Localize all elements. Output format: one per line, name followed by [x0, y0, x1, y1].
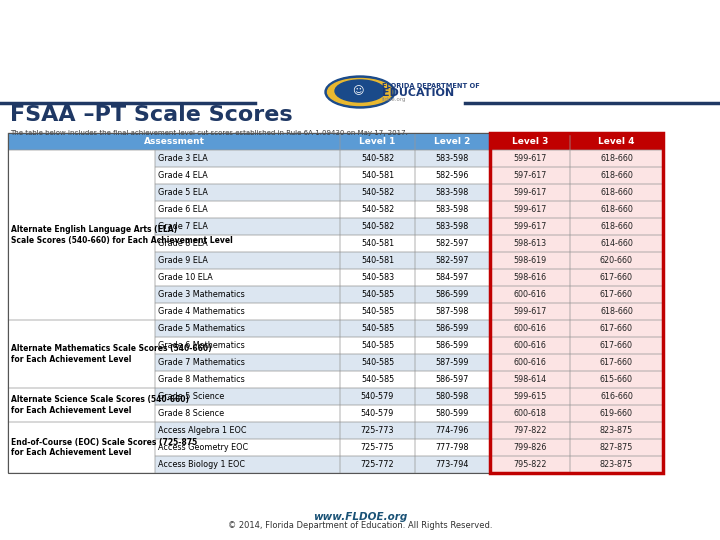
Bar: [340, 201, 415, 218]
Text: 773-794: 773-794: [436, 460, 469, 469]
Bar: [155, 269, 340, 286]
Bar: [415, 235, 490, 252]
Bar: [155, 354, 340, 371]
Bar: [490, 201, 570, 218]
Text: Grade 5 Mathematics: Grade 5 Mathematics: [158, 324, 245, 333]
Bar: [570, 456, 663, 473]
Bar: [490, 167, 570, 184]
Bar: [340, 133, 415, 150]
Bar: [415, 269, 490, 286]
Bar: [415, 456, 490, 473]
Bar: [340, 303, 415, 320]
Bar: [490, 133, 663, 473]
Text: 598-616: 598-616: [513, 273, 546, 282]
Bar: [570, 150, 663, 167]
Bar: [415, 456, 490, 473]
Bar: [155, 456, 340, 473]
Text: Grade 5 Science: Grade 5 Science: [158, 392, 224, 401]
Bar: [340, 150, 415, 167]
Text: 599-617: 599-617: [513, 154, 546, 163]
Bar: [415, 439, 490, 456]
Bar: [490, 371, 570, 388]
Bar: [340, 439, 415, 456]
Bar: [155, 439, 340, 456]
Text: 795-822: 795-822: [513, 460, 546, 469]
Bar: [340, 133, 415, 150]
Bar: [155, 303, 340, 320]
Text: Access Algebra 1 EOC: Access Algebra 1 EOC: [158, 426, 246, 435]
Bar: [570, 303, 663, 320]
Bar: [340, 405, 415, 422]
Bar: [570, 269, 663, 286]
Bar: [570, 320, 663, 337]
Text: 725-772: 725-772: [361, 460, 395, 469]
Text: 540-582: 540-582: [361, 222, 394, 231]
Bar: [155, 422, 340, 439]
Bar: [570, 405, 663, 422]
Text: 540-579: 540-579: [361, 392, 394, 401]
Bar: [415, 422, 490, 439]
Text: 598-613: 598-613: [513, 239, 546, 248]
Text: 777-798: 777-798: [436, 443, 469, 452]
Text: Level 3: Level 3: [512, 137, 548, 146]
Bar: [155, 456, 340, 473]
Bar: [340, 320, 415, 337]
Bar: [155, 184, 340, 201]
Bar: [415, 286, 490, 303]
Text: 587-599: 587-599: [436, 358, 469, 367]
Bar: [155, 388, 340, 405]
Bar: [415, 337, 490, 354]
Bar: [340, 371, 415, 388]
Bar: [340, 422, 415, 439]
Text: Alternate Science Scale Scores (540-660)
for Each Achievement Level: Alternate Science Scale Scores (540-660)…: [11, 395, 189, 415]
Bar: [415, 303, 490, 320]
Text: www.FLDOE.org: www.FLDOE.org: [313, 512, 407, 522]
Bar: [490, 218, 570, 235]
Bar: [570, 422, 663, 439]
Bar: [340, 184, 415, 201]
Bar: [490, 439, 570, 456]
Bar: [570, 371, 663, 388]
Text: 774-796: 774-796: [436, 426, 469, 435]
Text: 617-660: 617-660: [600, 273, 633, 282]
Bar: [340, 456, 415, 473]
Text: 540-582: 540-582: [361, 205, 394, 214]
Text: Level 1: Level 1: [359, 137, 396, 146]
Bar: [490, 218, 570, 235]
Bar: [340, 337, 415, 354]
Text: 600-616: 600-616: [513, 358, 546, 367]
Bar: [340, 269, 415, 286]
Text: Grade 8 Mathematics: Grade 8 Mathematics: [158, 375, 245, 384]
Bar: [415, 235, 490, 252]
Ellipse shape: [335, 80, 385, 102]
Bar: [8, 320, 155, 388]
Text: Grade 4 ELA: Grade 4 ELA: [158, 171, 208, 180]
Bar: [155, 218, 340, 235]
Bar: [8, 388, 155, 422]
Bar: [490, 286, 570, 303]
Bar: [155, 201, 340, 218]
Text: 620-660: 620-660: [600, 256, 633, 265]
Bar: [490, 252, 570, 269]
Text: 540-581: 540-581: [361, 256, 394, 265]
Bar: [155, 371, 340, 388]
Text: 599-617: 599-617: [513, 188, 546, 197]
Bar: [155, 201, 340, 218]
Text: EDUCATION: EDUCATION: [382, 88, 454, 98]
Bar: [340, 354, 415, 371]
Text: 584-597: 584-597: [436, 273, 469, 282]
Bar: [570, 167, 663, 184]
Text: 598-614: 598-614: [513, 375, 546, 384]
Bar: [340, 405, 415, 422]
Text: 587-598: 587-598: [436, 307, 469, 316]
Bar: [8, 388, 155, 422]
Ellipse shape: [328, 78, 392, 105]
Text: Grade 4 Mathematics: Grade 4 Mathematics: [158, 307, 245, 316]
Text: FSAA –PT Scale Scores: FSAA –PT Scale Scores: [10, 105, 292, 125]
Text: Grade 8 ELA: Grade 8 ELA: [158, 239, 208, 248]
Bar: [490, 422, 570, 439]
Bar: [155, 320, 340, 337]
Text: Alternate English Language Arts (ELA)
Scale Scores (540-660) for Each Achievemen: Alternate English Language Arts (ELA) Sc…: [11, 225, 233, 245]
Bar: [490, 269, 570, 286]
Bar: [415, 218, 490, 235]
